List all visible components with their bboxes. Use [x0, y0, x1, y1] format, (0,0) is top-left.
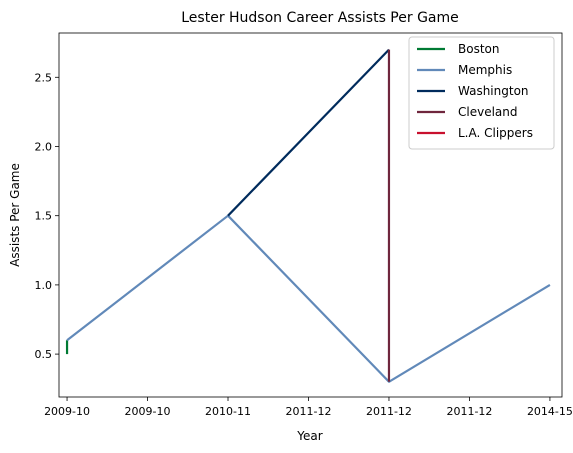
legend-label-cleveland: Cleveland [458, 105, 518, 119]
plot-area [58, 32, 563, 398]
y-tick-label: 2.5 [35, 71, 53, 84]
x-axis: 2009-10 2009-10 2010-11 2011-12 2011-12 2011-… [44, 397, 573, 418]
legend-label-boston: Boston [458, 42, 499, 56]
y-tick-label: 2.0 [35, 140, 53, 153]
legend-label-l-a-clippers: L.A. Clippers [458, 126, 533, 140]
x-tick-label: 2011-12 [446, 405, 492, 418]
x-tick-label: 2011-12 [366, 405, 412, 418]
legend-items: Boston Memphis Washington Cleveland L.A. Cli… [417, 42, 533, 140]
legend-label-memphis: Memphis [458, 63, 512, 77]
legend-label-washington: Washington [458, 84, 529, 98]
chart-title: Lester Hudson Career Assists Per Game [181, 10, 459, 26]
y-axis-label: Assists Per Game [8, 163, 22, 267]
y-axis: 0.5 1.0 1.5 2.0 2.5 [35, 71, 59, 361]
y-tick-label: 0.5 [35, 348, 53, 361]
series-line-washington [227, 48, 390, 217]
legend-box [408, 36, 555, 150]
series-line-memphis [66, 214, 551, 383]
legend: Boston Memphis Washington Cleveland L.A. Cli… [408, 36, 555, 150]
y-tick-label: 1.0 [35, 279, 53, 292]
x-tick-label: 2009-10 [44, 405, 90, 418]
x-tick-label: 2010-11 [205, 405, 251, 418]
x-tick-label: 2009-10 [125, 405, 171, 418]
series-layer [65, 48, 551, 383]
plot-frame [58, 32, 563, 398]
x-axis-label: Year [296, 429, 322, 443]
y-tick-label: 1.5 [35, 210, 53, 223]
x-tick-label: 2014-15 [527, 405, 573, 418]
x-tick-label: 2011-12 [286, 405, 332, 418]
